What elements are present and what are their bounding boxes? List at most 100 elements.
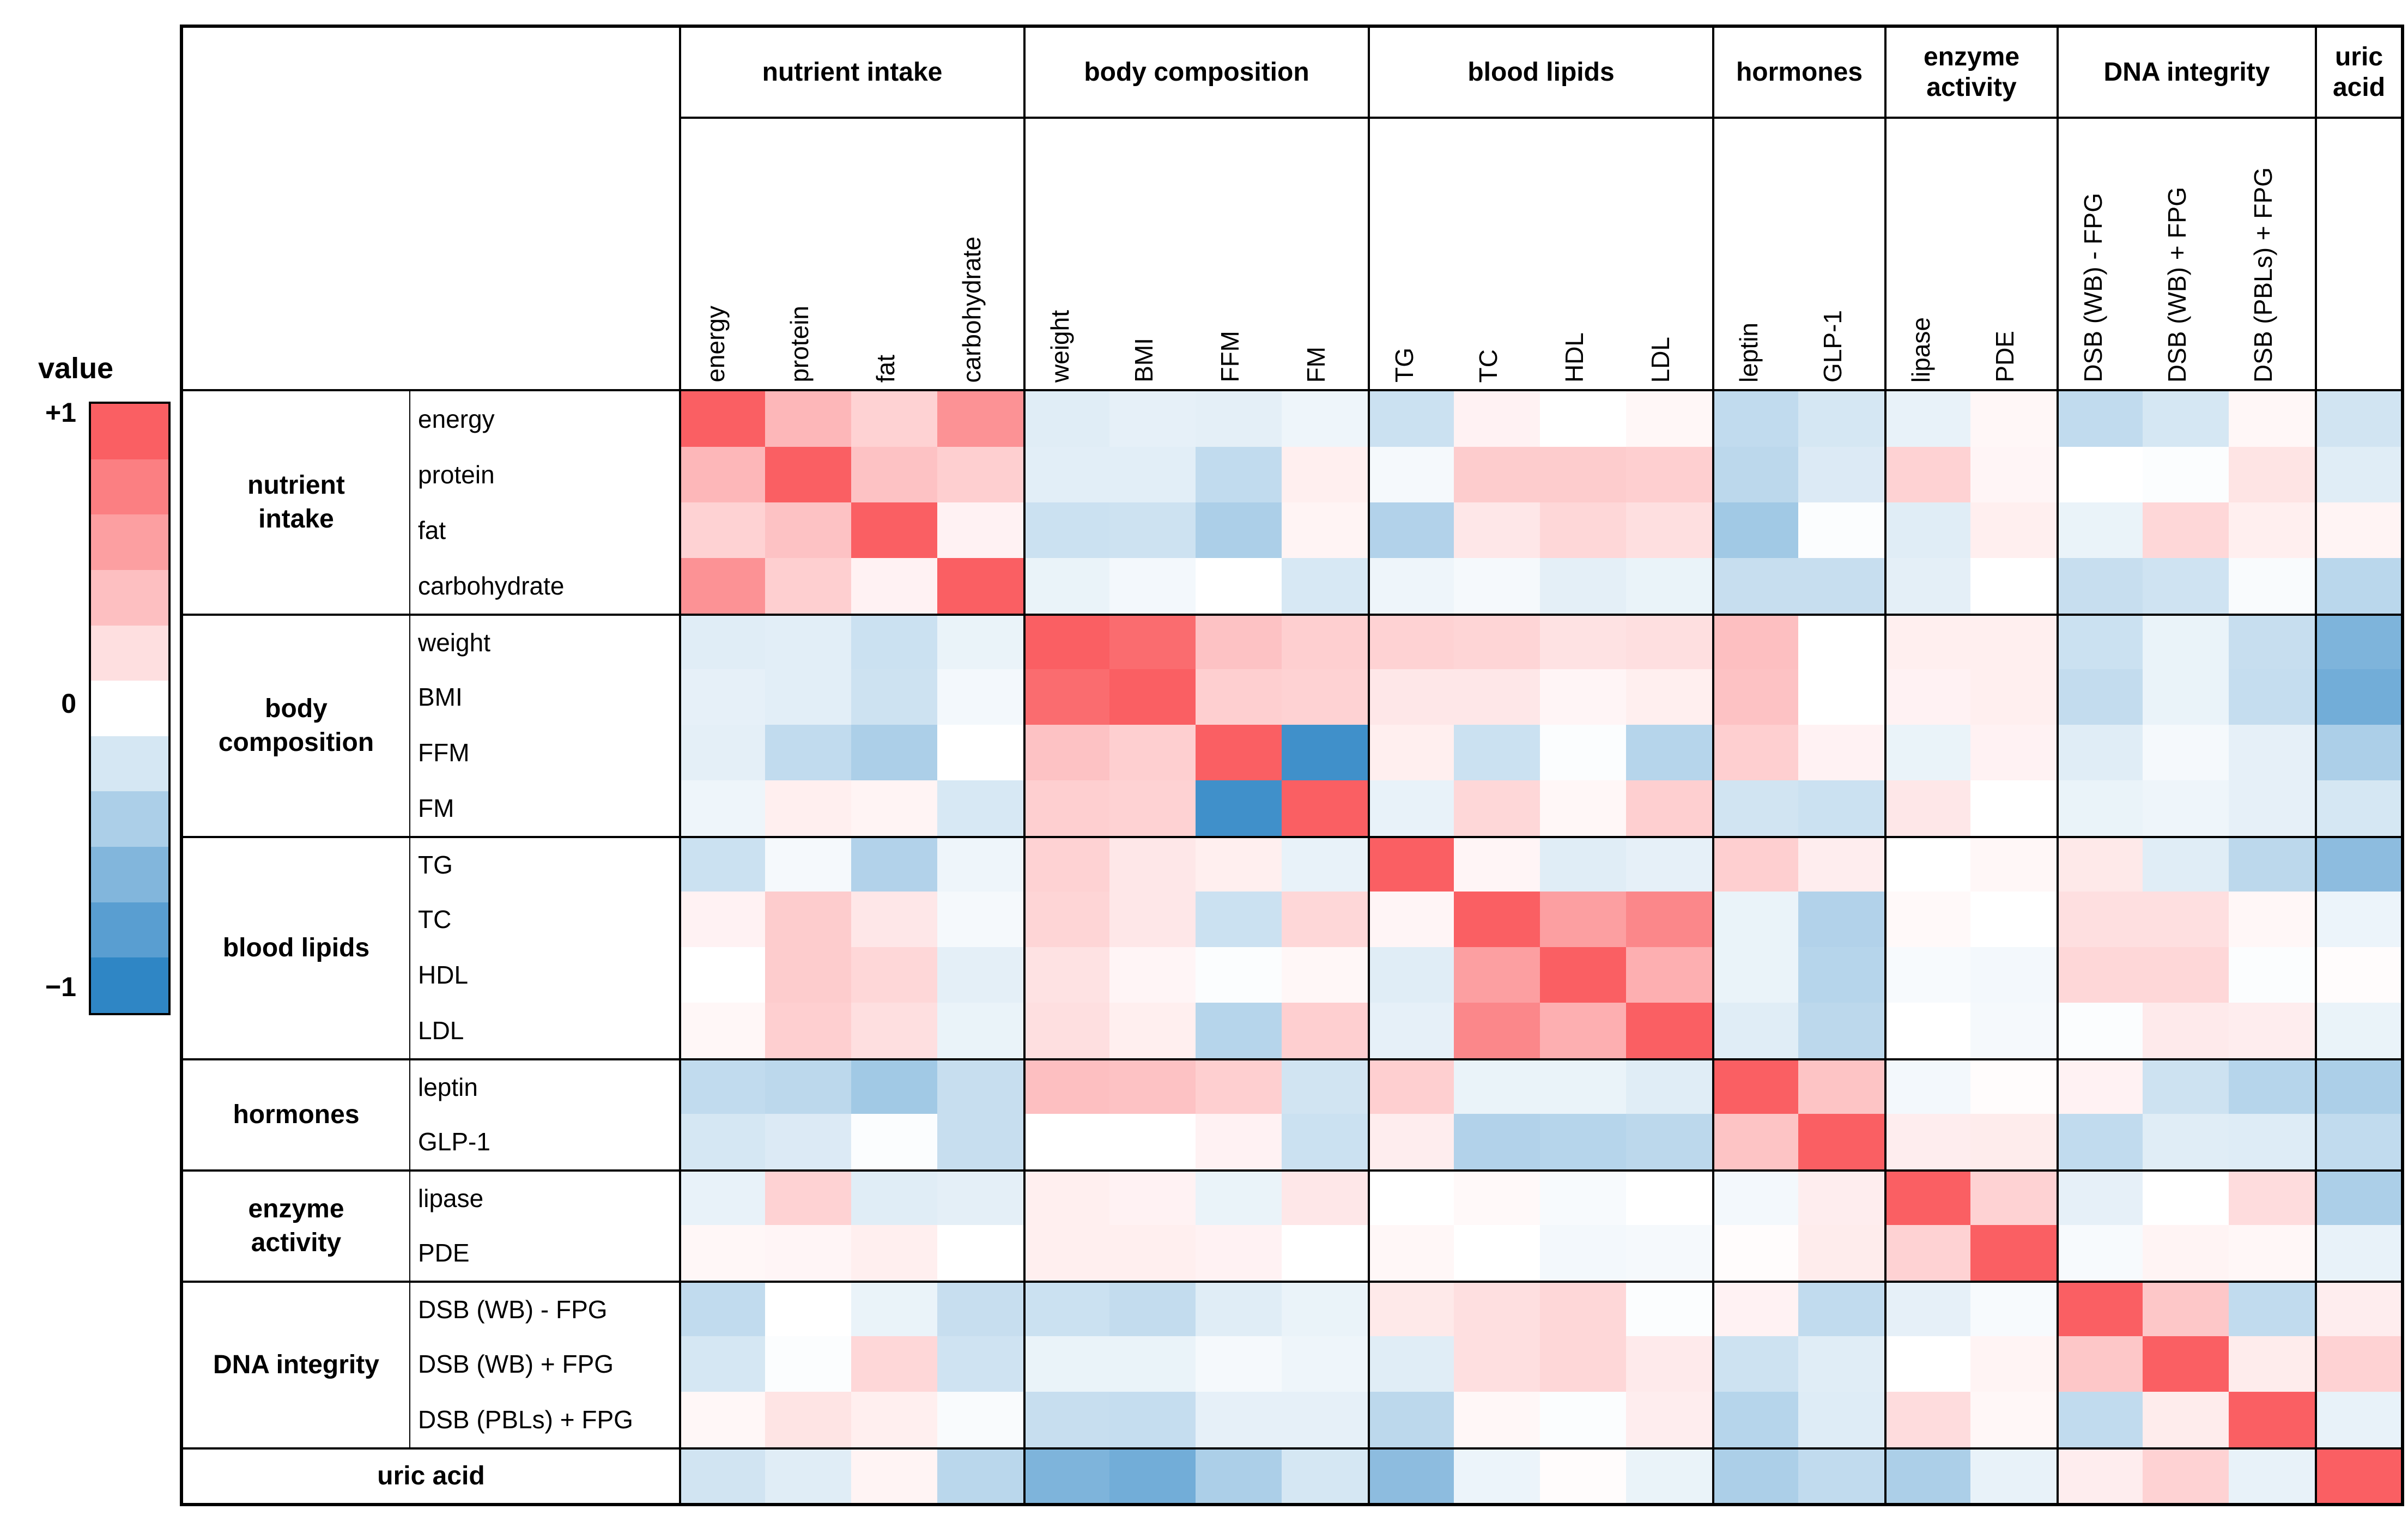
matrix-cell (2143, 892, 2229, 947)
matrix-cell (2143, 1281, 2229, 1336)
matrix-cell (937, 558, 1023, 614)
matrix-cell (2229, 1114, 2315, 1169)
matrix-cell (1884, 502, 1970, 558)
matrix-cell (1454, 1003, 1540, 1058)
matrix-cell (1970, 1225, 2057, 1281)
matrix-cell (1626, 725, 1712, 780)
legend-label-zero: 0 (61, 688, 76, 719)
matrix-cell (765, 892, 851, 947)
matrix-cell (1798, 725, 1884, 780)
matrix-cell (765, 1447, 851, 1503)
row-label-cell: leptin (409, 1058, 679, 1114)
matrix-cell (2315, 391, 2401, 447)
matrix-cell (1196, 558, 1282, 614)
matrix-cell (1626, 1281, 1712, 1336)
matrix-cell (2057, 1114, 2143, 1169)
matrix-cell (1884, 725, 1970, 780)
matrix-cell (1884, 1114, 1970, 1169)
matrix-cell (1540, 669, 1626, 725)
matrix-cell (1798, 614, 1884, 669)
column-label: LDL (1646, 336, 1675, 383)
matrix-cell (1109, 502, 1196, 558)
matrix-cell (1196, 391, 1282, 447)
matrix-cell (1196, 447, 1282, 502)
matrix-cell (2057, 447, 2143, 502)
matrix-cell (1023, 725, 1109, 780)
matrix-cell (937, 1003, 1023, 1058)
color-legend: value +1 0 −1 (0, 0, 180, 1516)
row-label-cell: TG (409, 836, 679, 892)
matrix-cell (1282, 614, 1368, 669)
matrix-cell (2315, 947, 2401, 1003)
matrix-cell (1798, 1003, 1884, 1058)
column-label: BMI (1130, 338, 1158, 383)
column-group-header-6: uric acid (2315, 28, 2401, 119)
matrix-cell (1023, 1281, 1109, 1336)
column-label: TC (1474, 349, 1502, 383)
matrix-cell (2229, 1003, 2315, 1058)
matrix-cell (937, 1058, 1023, 1114)
matrix-cell (1798, 391, 1884, 447)
matrix-cell (2229, 836, 2315, 892)
matrix-cell (1109, 558, 1196, 614)
matrix-cell (1540, 1225, 1626, 1281)
matrix-cell (1023, 391, 1109, 447)
matrix-cell (1454, 502, 1540, 558)
matrix-cell (1540, 780, 1626, 836)
matrix-cell (1454, 947, 1540, 1003)
matrix-cell (2229, 391, 2315, 447)
legend-step (91, 459, 168, 515)
matrix-cell (1368, 1447, 1454, 1503)
column-group-header-5: DNA integrity (2057, 28, 2315, 119)
matrix-cell (2057, 1225, 2143, 1281)
row-label-cell: DSB (WB) + FPG (409, 1336, 679, 1392)
matrix-cell (1368, 780, 1454, 836)
matrix-cell (1798, 447, 1884, 502)
column-label: lipase (1907, 317, 1935, 383)
matrix-cell (851, 669, 937, 725)
matrix-cell (2143, 836, 2229, 892)
matrix-cell (1109, 1392, 1196, 1447)
matrix-cell (1970, 1281, 2057, 1336)
row-label-cell: FFM (409, 725, 679, 780)
column-label: carbohydrate (957, 236, 986, 383)
matrix-cell (1282, 836, 1368, 892)
matrix-cell (2057, 1281, 2143, 1336)
matrix-cell (937, 391, 1023, 447)
column-label: FFM (1216, 331, 1244, 383)
row-label-cell: DSB (WB) - FPG (409, 1281, 679, 1336)
matrix-cell (1540, 614, 1626, 669)
column-label: FM (1302, 346, 1330, 383)
column-label-cell: protein (765, 119, 851, 391)
matrix-cell (1109, 1003, 1196, 1058)
matrix-cell (1884, 1336, 1970, 1392)
matrix-cell (1023, 1003, 1109, 1058)
matrix-cell (1626, 947, 1712, 1003)
matrix-cell (679, 947, 765, 1003)
matrix-cell (1970, 725, 2057, 780)
matrix-cell (1626, 1225, 1712, 1281)
matrix-cell (2143, 1169, 2229, 1225)
matrix-cell (851, 391, 937, 447)
matrix-cell (1798, 1225, 1884, 1281)
row-label-cell: DSB (PBLs) + FPG (409, 1392, 679, 1447)
matrix-cell (1970, 502, 2057, 558)
column-label: TG (1390, 348, 1418, 383)
matrix-cell (1109, 669, 1196, 725)
matrix-cell (1282, 1225, 1368, 1281)
table-corner-cell (183, 28, 679, 391)
matrix-cell (2315, 1225, 2401, 1281)
matrix-cell (2057, 614, 2143, 669)
matrix-cell (851, 725, 937, 780)
matrix-cell (1368, 614, 1454, 669)
matrix-cell (1109, 1447, 1196, 1503)
matrix-cell (2057, 947, 2143, 1003)
matrix-cell (2315, 669, 2401, 725)
matrix-cell (1109, 1114, 1196, 1169)
matrix-cell (1368, 1169, 1454, 1225)
matrix-cell (1368, 669, 1454, 725)
matrix-cell (1798, 502, 1884, 558)
matrix-cell (2315, 447, 2401, 502)
matrix-cell (1712, 1003, 1798, 1058)
matrix-cell (851, 1225, 937, 1281)
